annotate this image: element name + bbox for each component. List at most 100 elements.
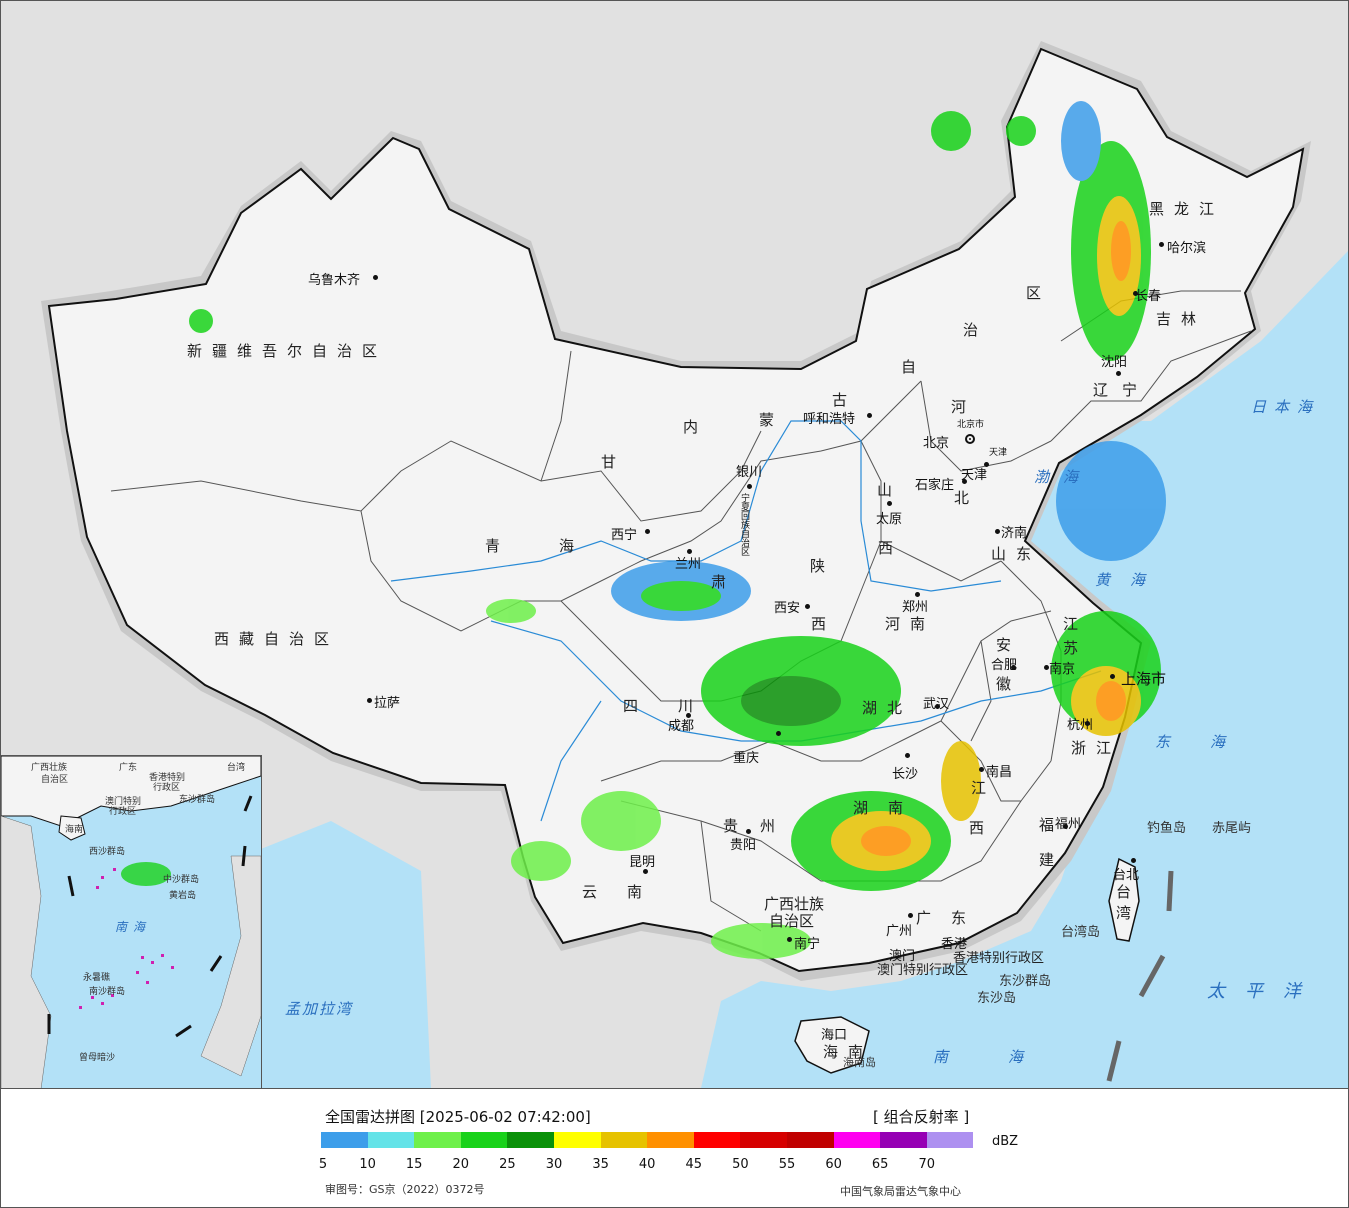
legend-unit: dBZ (992, 1134, 1019, 1149)
south-china-sea-inset: 广西壮族 自治区 广东 香港特别 行政区 澳门特别 行政区 台湾 海南 东沙群岛… (1, 755, 262, 1088)
color-swatch-70 (926, 1132, 974, 1148)
city-dot-nanjing (1044, 665, 1049, 670)
city-label-xining: 西宁 (611, 528, 638, 543)
color-swatch-30 (553, 1132, 601, 1148)
region-label-shandong: 山东 (991, 545, 1042, 563)
color-scale-tick: 20 (452, 1157, 470, 1172)
taiwan-island (1108, 857, 1140, 942)
sea-label-yellow: 黄海 (1095, 571, 1166, 589)
map-approval-number: 审图号：GS京（2022）0372号 (325, 1183, 485, 1196)
region-label-hebei-bei: 北 (954, 489, 980, 507)
inset-canvas (1, 756, 261, 1088)
city-label-hefei: 合肥 (991, 658, 1018, 673)
color-swatch-50 (740, 1132, 787, 1148)
city-label-ningxia: 宁夏回族自治区 (739, 493, 749, 556)
city-label-guangzhou: 广州 (886, 924, 913, 939)
city-label-shanghai: 上海市 (1121, 670, 1167, 688)
inset-label-guangxi: 广西壮族 (31, 763, 68, 773)
color-swatch-65 (880, 1132, 927, 1148)
region-label-guangdong: 广东 (916, 909, 987, 927)
region-label-meng: 蒙 (759, 411, 785, 429)
city-label-beijing: 北京 (923, 436, 950, 451)
region-label-nei: 内 (683, 418, 709, 436)
sea-label-bohai: 渤海 (1034, 468, 1093, 486)
region-label-zi: 自 (901, 358, 927, 376)
legend-panel: 全国雷达拼图 [2025-06-02 07:42:00] [ 组合反射率 ] d… (1, 1089, 1348, 1207)
map-canvas (1, 1, 1348, 1088)
city-dot-chengdu (686, 713, 691, 718)
sea-label-south: 南海 (933, 1048, 1084, 1066)
city-label-hongkong: 香港 (941, 937, 968, 952)
map-area[interactable]: 乌鲁木齐 拉萨 西宁 兰州 银川 呼和浩特 北京 北京市 天津 天津 石家庄 太… (1, 1, 1348, 1089)
inset-label-yongshu: 永暑礁 (83, 973, 111, 983)
issuing-agency: 中国气象局雷达气象中心 (840, 1185, 961, 1198)
color-scale-tick: 10 (359, 1157, 376, 1172)
color-swatch-45 (693, 1132, 741, 1148)
city-dot-nanning (787, 937, 792, 942)
city-dot-lanzhou (687, 549, 692, 554)
region-label-shaanxi-2: 西 (811, 615, 837, 633)
region-label-qinghai-2: 海 (559, 537, 585, 555)
color-scale-tick: 40 (638, 1157, 656, 1172)
inset-vietnam (1, 815, 52, 1088)
city-dot-xining (645, 529, 650, 534)
city-label-guiyang: 贵阳 (730, 838, 757, 853)
color-scale-tick: 5 (318, 1157, 328, 1172)
color-scale-tick: 25 (499, 1157, 516, 1172)
city-dot-urumqi (373, 275, 378, 280)
city-dot-shijiazhuang (962, 479, 967, 484)
region-label-henan: 河南 (885, 615, 936, 633)
city-dot-kunming (643, 869, 648, 874)
city-label-nanjing: 南京 (1049, 662, 1076, 677)
city-label-tianjin-small: 天津 (989, 448, 1008, 458)
island-label-diaoyu: 钓鱼岛 (1147, 821, 1187, 836)
region-label-guangxi-2: 自治区 (769, 912, 815, 930)
color-scale-tick: 45 (685, 1157, 703, 1172)
inset-label-guangxi-2: 自治区 (41, 775, 69, 785)
inset-label-guangdong: 广东 (119, 763, 138, 773)
region-label-jiangxi-2: 西 (969, 819, 995, 837)
island-label-dongsha-islands: 东沙群岛 (999, 974, 1052, 989)
color-swatch-15 (414, 1132, 461, 1148)
city-dot-changchun (1133, 291, 1138, 296)
city-dot-taipei (1131, 858, 1136, 863)
region-label-yunnan: 云南 (582, 883, 673, 901)
inset-echo (121, 862, 171, 886)
inset-land (1, 756, 261, 827)
city-label-tianjin: 天津 (961, 468, 988, 483)
sea-label-bengal: 孟加拉湾 (285, 1000, 354, 1018)
region-label-gansu: 甘 (601, 453, 627, 471)
region-label-sichuan: 四川 (623, 697, 734, 715)
region-label-qinghai-1: 青 (485, 537, 511, 555)
capital-mark-beijing (965, 434, 975, 444)
city-dot-lhasa (367, 698, 372, 703)
inset-hainan (58, 815, 86, 841)
city-label-haikou: 海口 (821, 1028, 848, 1043)
region-label-liaoning: 辽宁 (1093, 381, 1152, 399)
city-label-jinan: 济南 (1001, 526, 1028, 541)
city-label-hangzhou: 杭州 (1067, 718, 1094, 733)
color-swatch-20 (460, 1132, 508, 1148)
city-label-taiyuan: 太原 (876, 512, 903, 527)
radar-echoes (189, 101, 1166, 959)
region-label-shanxi-1: 山 (877, 481, 903, 499)
city-label-fuzhou: 福州 (1055, 817, 1082, 832)
color-swatch-25 (507, 1132, 554, 1148)
city-dot-shanghai (1110, 674, 1115, 679)
legend-product: [ 组合反射率 ] (873, 1108, 970, 1126)
inset-label-taiwan: 台湾 (227, 763, 246, 773)
region-label-anhui: 安徽 (994, 637, 1012, 715)
city-label-shenyang: 沈阳 (1101, 355, 1128, 370)
city-dot-hangzhou (1085, 721, 1090, 726)
city-label-chongqing: 重庆 (733, 751, 760, 766)
ocean (701, 251, 1348, 1088)
city-label-changchun: 长春 (1135, 289, 1162, 304)
city-dot-xian (805, 604, 810, 609)
region-label-hubei: 湖北 (862, 699, 913, 717)
region-label-xinjiang: 新疆维吾尔自治区 (187, 342, 388, 360)
region-label-guangxi-1: 广西壮族 (764, 895, 825, 913)
region-label-tibet: 西藏自治区 (214, 630, 340, 648)
city-label-xian: 西安 (774, 601, 801, 616)
inset-label-macau: 澳门特别 (105, 797, 142, 807)
